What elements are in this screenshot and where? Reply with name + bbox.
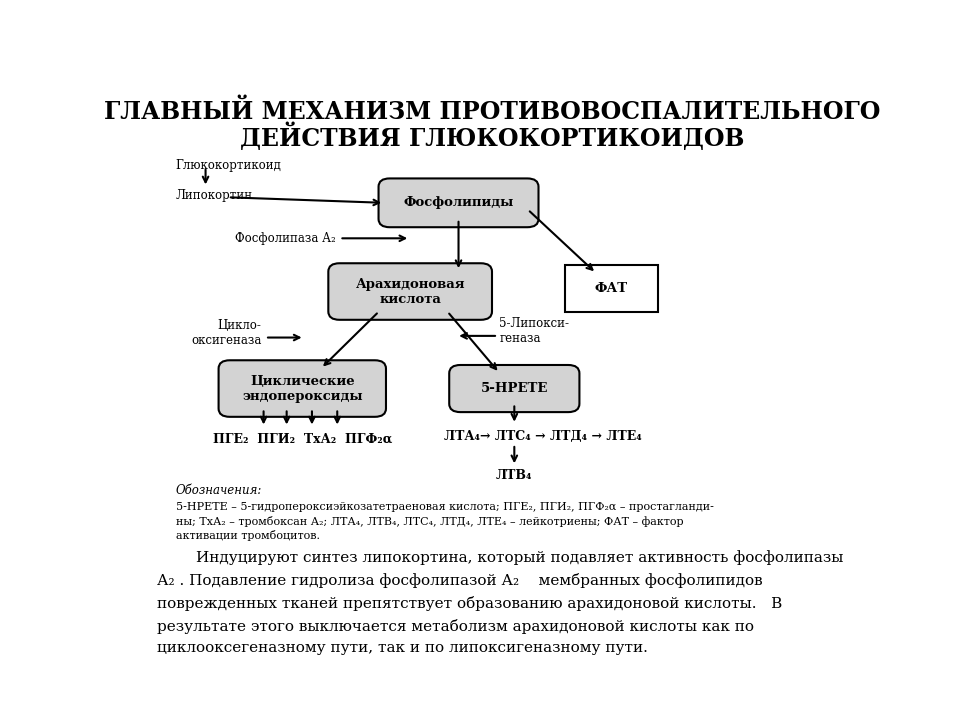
Text: Липокортин: Липокортин — [176, 189, 252, 202]
FancyBboxPatch shape — [328, 264, 492, 320]
Text: 5-НРЕТЕ – 5-гидропероксиэйкозатетраеновая кислота; ПГЕ₂, ПГИ₂, ПГФ₂α – простагла: 5-НРЕТЕ – 5-гидропероксиэйкозатетраенова… — [176, 503, 713, 541]
FancyBboxPatch shape — [449, 365, 580, 412]
FancyBboxPatch shape — [564, 265, 658, 312]
Text: Обозначения:: Обозначения: — [176, 484, 262, 497]
Text: Глюкокортикоид: Глюкокортикоид — [176, 158, 281, 171]
Text: Фосфолипиды: Фосфолипиды — [403, 197, 514, 210]
Text: Индуцируют синтез липокортина, который подавляет активность фосфолипазы
А₂ . Под: Индуцируют синтез липокортина, который п… — [157, 550, 844, 655]
Text: 5-НРЕТЕ: 5-НРЕТЕ — [481, 382, 548, 395]
Text: Циклические
эндопероксиды: Циклические эндопероксиды — [242, 374, 363, 402]
Text: Арахидоновая
кислота: Арахидоновая кислота — [355, 277, 465, 305]
Text: 5-Липокси-
геназа: 5-Липокси- геназа — [499, 318, 569, 346]
Text: ДЕЙСТВИЯ ГЛЮКОКОРТИКОИДОВ: ДЕЙСТВИЯ ГЛЮКОКОРТИКОИДОВ — [240, 122, 744, 150]
Text: ПГЕ₂  ПГИ₂  ТхА₂  ПГФ₂α: ПГЕ₂ ПГИ₂ ТхА₂ ПГФ₂α — [212, 433, 392, 446]
Text: ФАТ: ФАТ — [594, 282, 628, 295]
Text: Цикло-
оксигеназа: Цикло- оксигеназа — [191, 319, 261, 347]
FancyBboxPatch shape — [219, 360, 386, 417]
Text: ЛТА₄→ ЛТС₄ → ЛТД₄ → ЛТЕ₄: ЛТА₄→ ЛТС₄ → ЛТД₄ → ЛТЕ₄ — [444, 431, 641, 444]
Text: ЛТВ₄: ЛТВ₄ — [496, 469, 533, 482]
FancyBboxPatch shape — [378, 179, 539, 228]
Text: Фосфолипаза А₂: Фосфолипаза А₂ — [235, 232, 336, 245]
Text: ГЛАВНЫЙ МЕХАНИЗМ ПРОТИВОВОСПАЛИТЕЛЬНОГО: ГЛАВНЫЙ МЕХАНИЗМ ПРОТИВОВОСПАЛИТЕЛЬНОГО — [104, 99, 880, 124]
